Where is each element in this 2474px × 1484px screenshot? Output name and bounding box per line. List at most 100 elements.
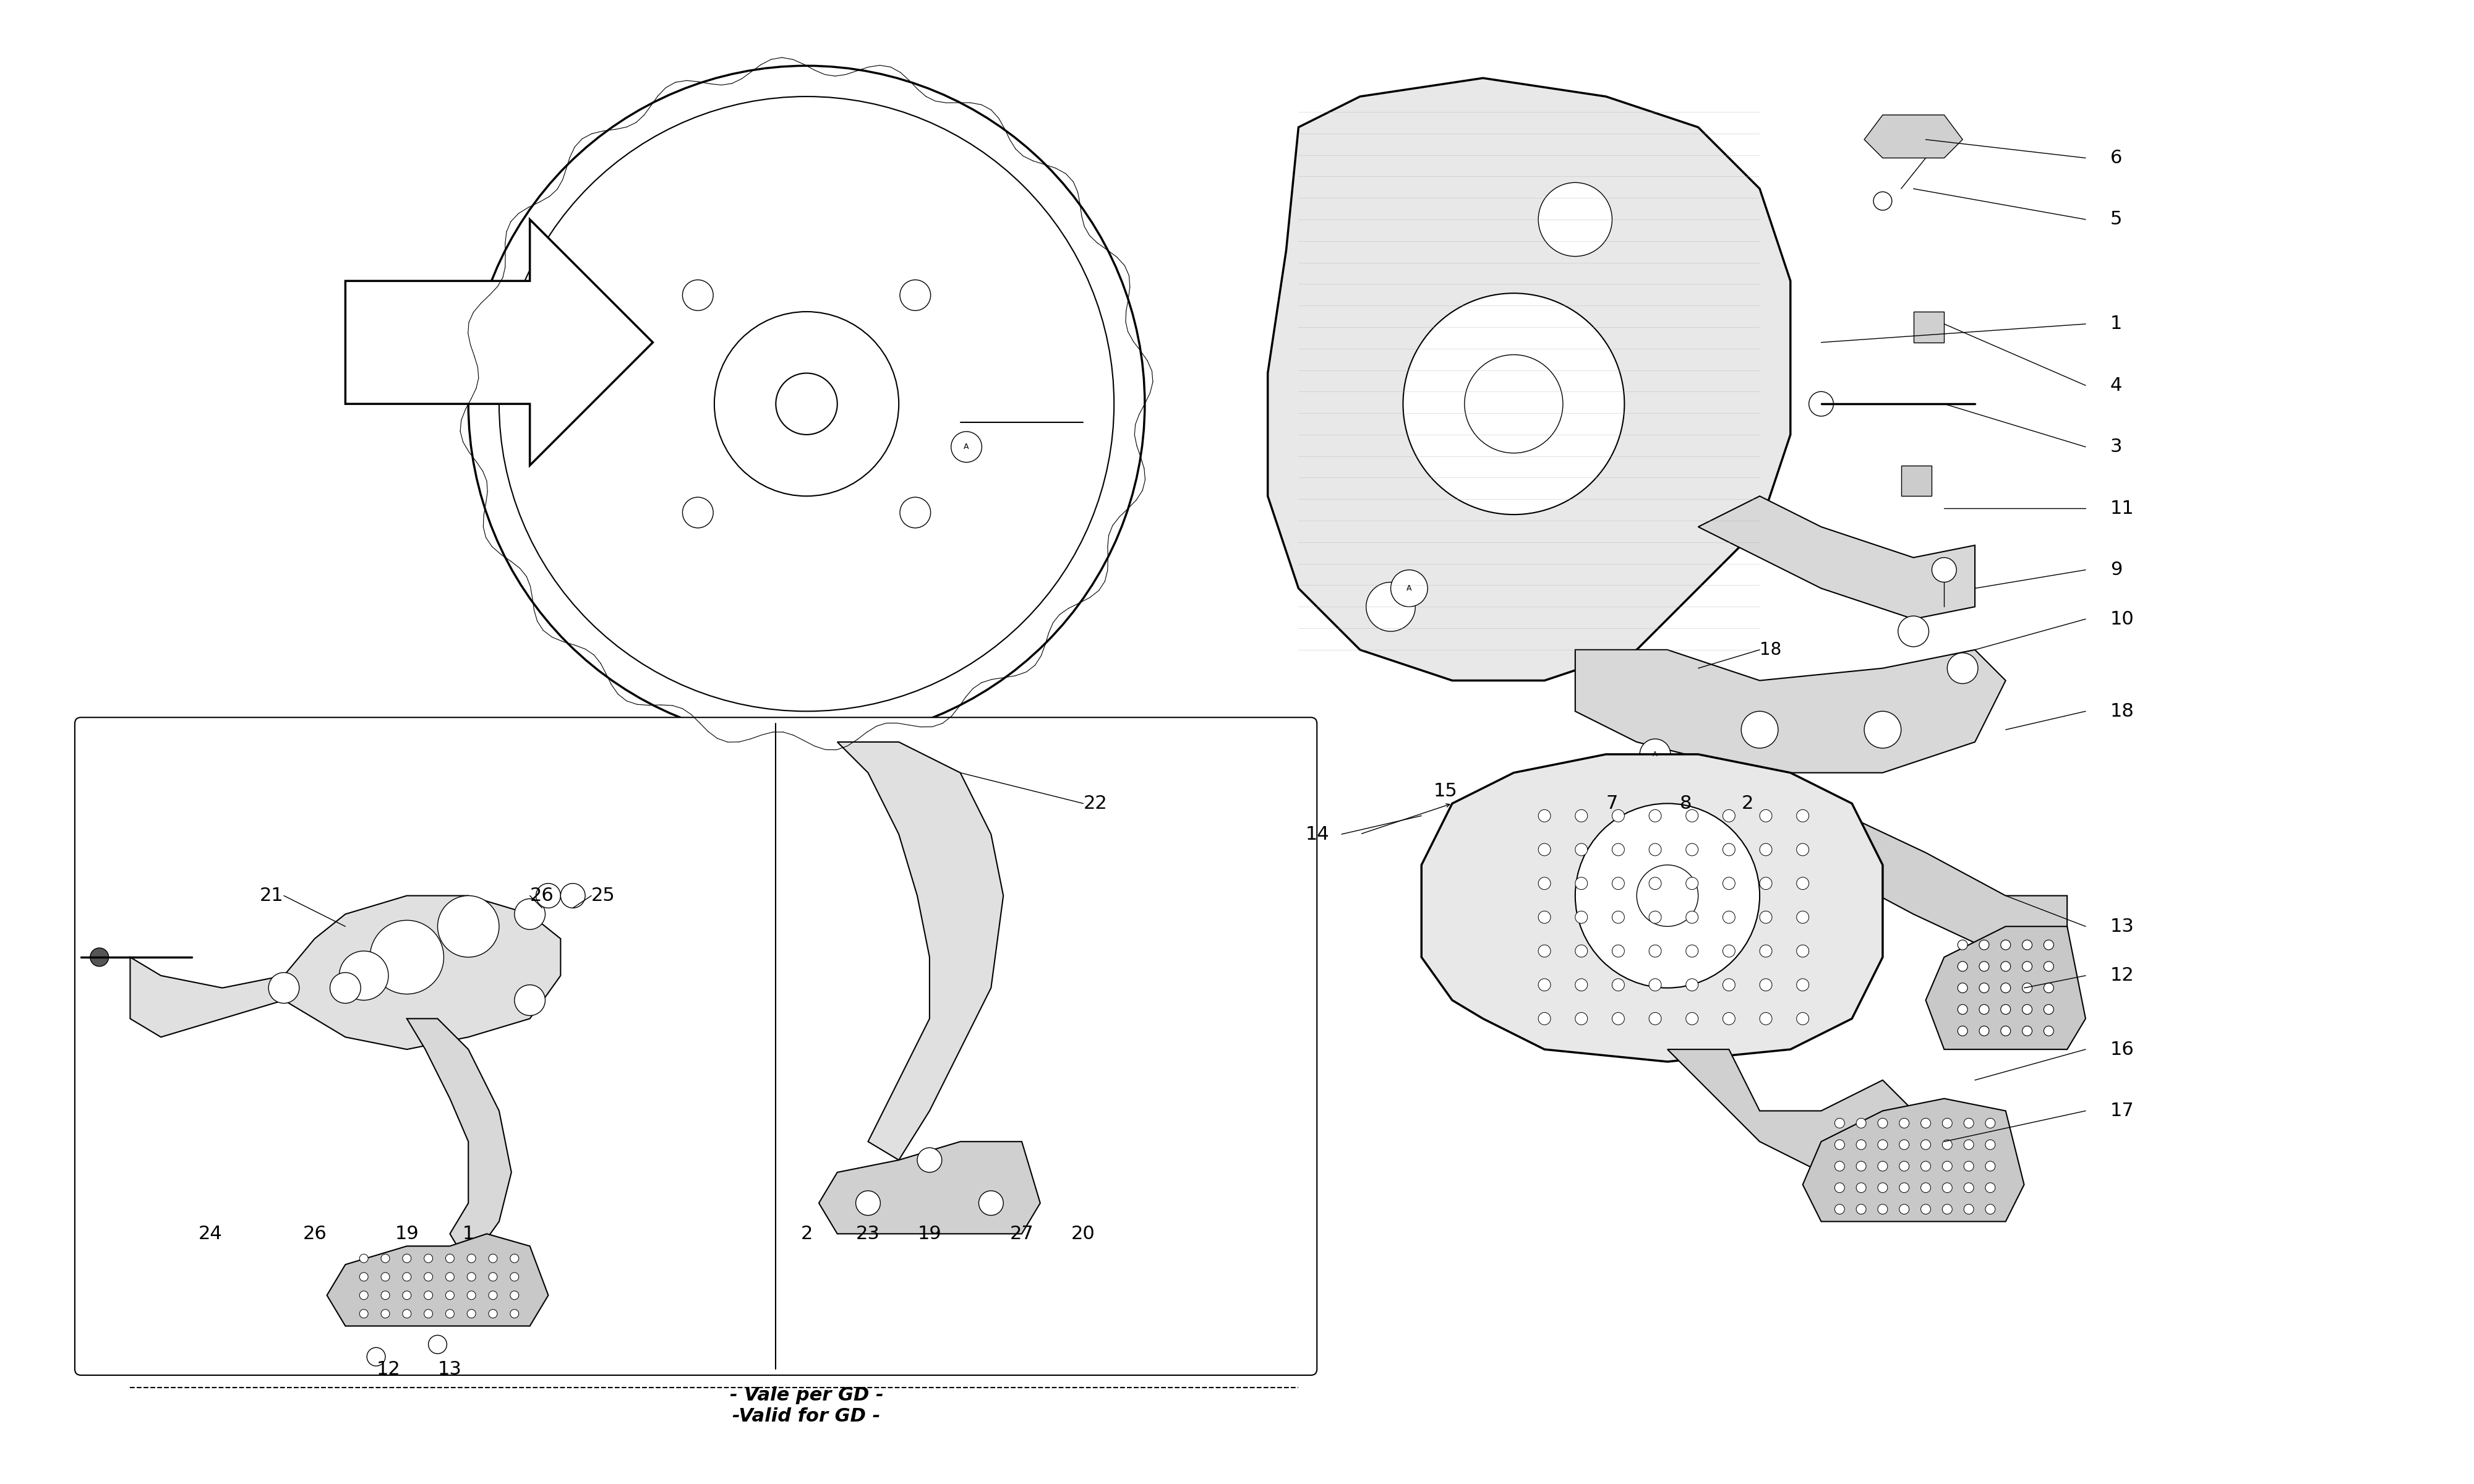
Circle shape xyxy=(1920,1119,1930,1128)
Circle shape xyxy=(2001,1025,2011,1036)
Circle shape xyxy=(1576,877,1588,889)
Polygon shape xyxy=(346,220,653,466)
Circle shape xyxy=(1796,945,1808,957)
Circle shape xyxy=(515,899,544,929)
Circle shape xyxy=(1942,1119,1952,1128)
Circle shape xyxy=(1796,1012,1808,1025)
Circle shape xyxy=(1759,978,1771,991)
Polygon shape xyxy=(836,742,1004,1160)
Circle shape xyxy=(445,1291,455,1300)
Circle shape xyxy=(1759,843,1771,856)
Text: 25: 25 xyxy=(591,887,616,905)
Circle shape xyxy=(1856,1119,1865,1128)
Circle shape xyxy=(1390,570,1427,607)
Text: 21: 21 xyxy=(260,887,285,905)
Circle shape xyxy=(339,951,388,1000)
Circle shape xyxy=(1640,739,1670,770)
Circle shape xyxy=(1759,810,1771,822)
Circle shape xyxy=(683,497,713,528)
Circle shape xyxy=(1796,843,1808,856)
Circle shape xyxy=(1539,843,1551,856)
Circle shape xyxy=(1576,1012,1588,1025)
Circle shape xyxy=(1979,1005,1989,1015)
Circle shape xyxy=(1856,1140,1865,1150)
FancyBboxPatch shape xyxy=(74,717,1316,1376)
Circle shape xyxy=(901,497,930,528)
Polygon shape xyxy=(819,1141,1039,1233)
Circle shape xyxy=(1722,843,1734,856)
Circle shape xyxy=(1984,1162,1994,1171)
Circle shape xyxy=(1685,911,1697,923)
Text: 2: 2 xyxy=(1742,794,1754,812)
Circle shape xyxy=(1759,945,1771,957)
Polygon shape xyxy=(1865,114,1962,157)
Circle shape xyxy=(1920,1205,1930,1214)
Circle shape xyxy=(1759,911,1771,923)
Text: 1: 1 xyxy=(463,1224,475,1242)
Text: 5: 5 xyxy=(2110,211,2123,229)
Circle shape xyxy=(1964,1119,1974,1128)
Text: 2: 2 xyxy=(802,1224,811,1242)
Circle shape xyxy=(1685,843,1697,856)
Text: 13: 13 xyxy=(2110,917,2135,935)
Circle shape xyxy=(1878,1162,1888,1171)
Circle shape xyxy=(1856,1183,1865,1193)
Text: 9: 9 xyxy=(2110,561,2123,579)
Circle shape xyxy=(1685,1012,1697,1025)
Circle shape xyxy=(1613,877,1625,889)
Circle shape xyxy=(1920,1183,1930,1193)
Polygon shape xyxy=(1729,773,2068,957)
Circle shape xyxy=(1942,1162,1952,1171)
Circle shape xyxy=(403,1309,411,1318)
Circle shape xyxy=(445,1309,455,1318)
Circle shape xyxy=(1836,1140,1846,1150)
Circle shape xyxy=(1613,945,1625,957)
Circle shape xyxy=(1638,865,1697,926)
Circle shape xyxy=(403,1254,411,1263)
Text: - Vale per GD -
-Valid for GD -: - Vale per GD - -Valid for GD - xyxy=(730,1386,883,1425)
Circle shape xyxy=(89,948,109,966)
Circle shape xyxy=(423,1291,433,1300)
Text: 3: 3 xyxy=(2110,438,2123,456)
Circle shape xyxy=(1900,1119,1910,1128)
Circle shape xyxy=(1964,1205,1974,1214)
Circle shape xyxy=(1722,1012,1734,1025)
Circle shape xyxy=(510,1254,520,1263)
Circle shape xyxy=(366,1347,386,1365)
Circle shape xyxy=(403,1273,411,1281)
Circle shape xyxy=(423,1273,433,1281)
Circle shape xyxy=(468,1291,475,1300)
Circle shape xyxy=(1878,1183,1888,1193)
Circle shape xyxy=(1685,945,1697,957)
Circle shape xyxy=(1964,1162,1974,1171)
Text: 14: 14 xyxy=(1306,825,1329,843)
Circle shape xyxy=(1856,1162,1865,1171)
Text: 26: 26 xyxy=(302,1224,327,1242)
Circle shape xyxy=(1722,945,1734,957)
Circle shape xyxy=(1900,1183,1910,1193)
Circle shape xyxy=(270,972,299,1003)
Circle shape xyxy=(950,432,982,463)
Circle shape xyxy=(1722,911,1734,923)
Text: 18: 18 xyxy=(2110,702,2135,720)
Circle shape xyxy=(1576,803,1759,988)
Text: 12: 12 xyxy=(2110,966,2135,984)
Circle shape xyxy=(562,883,586,908)
Circle shape xyxy=(445,1273,455,1281)
Circle shape xyxy=(2021,982,2031,993)
Circle shape xyxy=(468,1254,475,1263)
Text: A: A xyxy=(1653,751,1658,757)
Circle shape xyxy=(1964,1140,1974,1150)
Circle shape xyxy=(423,1254,433,1263)
Circle shape xyxy=(1865,711,1900,748)
Circle shape xyxy=(1808,392,1833,416)
Circle shape xyxy=(1979,982,1989,993)
Circle shape xyxy=(381,1273,388,1281)
Circle shape xyxy=(1796,978,1808,991)
Polygon shape xyxy=(1912,312,1945,343)
Text: 7: 7 xyxy=(1606,794,1618,812)
Circle shape xyxy=(500,96,1113,711)
Circle shape xyxy=(1650,877,1663,889)
Circle shape xyxy=(1984,1119,1994,1128)
Circle shape xyxy=(1650,945,1663,957)
